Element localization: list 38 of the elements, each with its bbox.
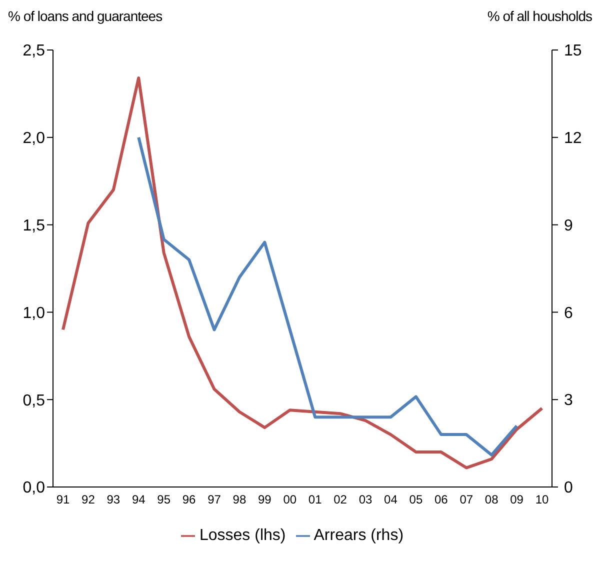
line-series <box>62 76 544 470</box>
x-tick-label: 10 <box>535 492 549 507</box>
y-tick-label: 2,5 <box>22 42 46 60</box>
legend-label: Arrears (rhs) <box>314 527 404 544</box>
y2-tick-label: 12 <box>564 130 582 147</box>
x-tick-label: 05 <box>409 492 423 507</box>
y2-axis-title: % of all housholds <box>487 8 592 26</box>
x-tick-label: 95 <box>157 492 171 507</box>
y2-tick-label: 3 <box>564 392 573 410</box>
x-tick-label: 01 <box>308 492 322 507</box>
y-tick-label: 1,5 <box>22 217 46 234</box>
x-tick-label: 92 <box>82 492 96 507</box>
y2-tick-label: 9 <box>564 217 573 234</box>
x-tick-label: 04 <box>384 492 398 507</box>
x-tick-label: 97 <box>208 492 222 507</box>
y2-tick-label: 0 <box>564 480 573 497</box>
x-tick-label: 99 <box>258 492 272 507</box>
x-tick-label: 96 <box>182 492 196 507</box>
y-axis-title: % of loans and guarantees <box>8 8 162 26</box>
y-tick-label: 0,5 <box>22 392 46 410</box>
x-tick-label: 00 <box>283 492 297 507</box>
x-tick-label: 93 <box>106 492 120 507</box>
x-tick-label: 02 <box>334 492 348 507</box>
x-tick-label: 07 <box>460 492 474 507</box>
y-tick-label: 0,0 <box>22 480 46 497</box>
x-tick-label: 03 <box>358 492 373 507</box>
line-series <box>137 136 518 456</box>
y-tick-label: 2,0 <box>22 130 46 148</box>
x-tick-label: 09 <box>510 492 524 507</box>
x-tick-label: 94 <box>132 492 146 507</box>
x-tick-label: 06 <box>434 492 448 507</box>
x-tick-label: 91 <box>56 492 70 507</box>
x-tick-label: 98 <box>232 492 246 507</box>
y2-tick-label: 15 <box>564 42 582 60</box>
x-tick-label: 08 <box>484 492 499 507</box>
y2-tick-label: 6 <box>564 304 573 322</box>
legend-label: Losses (lhs) <box>199 527 286 544</box>
y-tick-label: 1,0 <box>22 304 46 322</box>
